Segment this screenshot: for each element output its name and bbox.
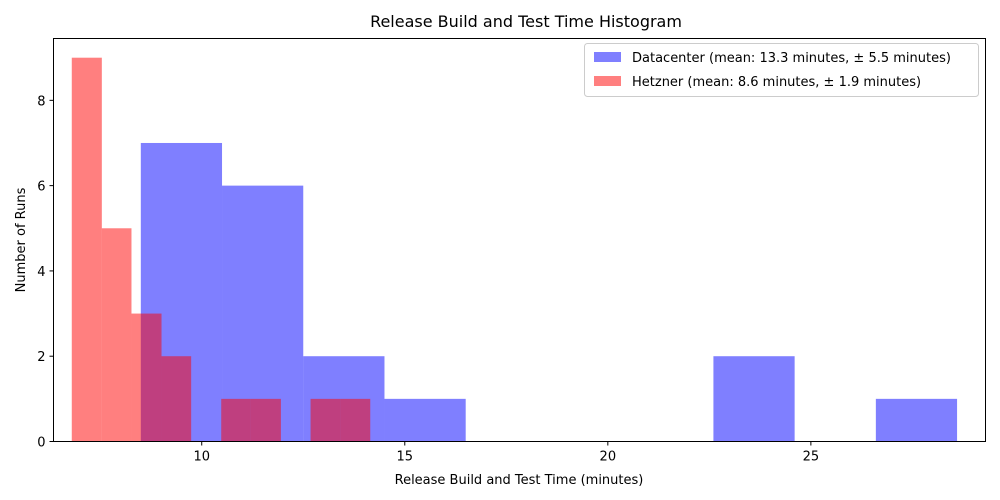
x-axis-label: Release Build and Test Time (minutes) — [395, 473, 644, 488]
legend-label-datacenter: Datacenter (mean: 13.3 minutes, ± 5.5 mi… — [632, 51, 951, 66]
bar-hetzner-1 — [101, 228, 132, 442]
bar-hetzner-5 — [221, 398, 251, 442]
bar-hetzner-9 — [340, 398, 371, 442]
y-axis: 0 2 4 6 8 — [37, 94, 54, 451]
bar-hetzner-8 — [310, 398, 341, 442]
bars-layer — [71, 57, 958, 442]
y-tick-label-4: 4 — [37, 265, 45, 280]
bar-datacenter-3 — [384, 398, 466, 442]
plot-frame — [53, 38, 986, 442]
x-tick-label-25: 25 — [803, 450, 820, 465]
legend-swatch-hetzner — [594, 76, 621, 86]
legend-frame — [584, 43, 979, 97]
chart-title: Release Build and Test Time Histogram — [370, 12, 682, 31]
y-tick-label-2: 2 — [37, 350, 45, 365]
legend: Datacenter (mean: 13.3 minutes, ± 5.5 mi… — [584, 43, 979, 97]
x-tick-label-20: 20 — [600, 450, 617, 465]
y-axis-label: Number of Runs — [14, 187, 29, 292]
bar-hetzner-6 — [250, 398, 281, 442]
bar-datacenter-9 — [875, 398, 958, 442]
bar-hetzner-3 — [161, 356, 192, 442]
legend-label-hetzner: Hetzner (mean: 8.6 minutes, ± 1.9 minute… — [632, 75, 921, 90]
y-tick-label-8: 8 — [37, 94, 45, 109]
y-tick-label-0: 0 — [37, 436, 45, 451]
bar-datacenter-7 — [713, 356, 795, 442]
x-axis: 10 15 20 25 — [193, 441, 820, 465]
legend-swatch-datacenter — [594, 52, 621, 62]
x-tick-label-10: 10 — [193, 450, 210, 465]
x-tick-label-15: 15 — [397, 450, 414, 465]
y-tick-label-6: 6 — [37, 180, 45, 195]
bar-hetzner-2 — [131, 313, 162, 442]
bar-hetzner-0 — [71, 57, 102, 442]
